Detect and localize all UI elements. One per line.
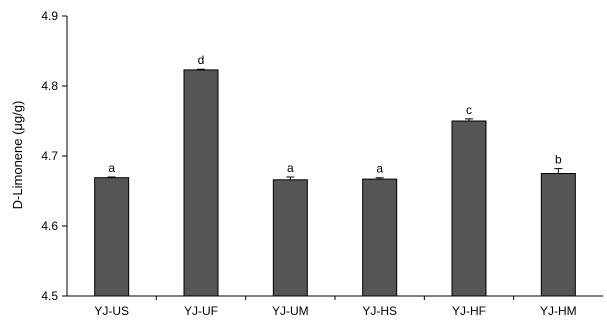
significance-label: a xyxy=(108,161,115,175)
x-tick-label: YJ-HM xyxy=(540,304,577,318)
significance-label: a xyxy=(287,161,294,175)
significance-label: a xyxy=(376,162,383,176)
y-tick-label: 4.6 xyxy=(41,219,58,233)
bar-yj-uf xyxy=(183,69,219,297)
y-tick-label: 4.8 xyxy=(41,79,58,93)
x-tick-label: YJ-US xyxy=(94,304,129,318)
bar-yj-um xyxy=(272,179,308,297)
error-bar xyxy=(197,68,205,70)
significance-label: c xyxy=(466,103,472,117)
bar-yj-hm xyxy=(540,173,576,297)
error-bar xyxy=(286,176,295,180)
x-tick-label: YJ-HS xyxy=(362,304,397,318)
y-tick-label: 4.7 xyxy=(41,149,58,163)
x-tick-label: YJ-UM xyxy=(272,304,309,318)
y-tick-label: 4.5 xyxy=(41,289,58,303)
error-bar xyxy=(375,177,384,180)
significance-label: d xyxy=(198,53,205,67)
error-bar xyxy=(465,118,473,121)
significance-label: b xyxy=(555,153,562,167)
y-tick-label: 4.9 xyxy=(41,9,58,23)
x-axis-ticks: YJ-US YJ-UF YJ-UM YJ-HS YJ-HF YJ-HM xyxy=(94,296,577,318)
x-tick-label: YJ-HF xyxy=(452,304,486,318)
error-bar xyxy=(107,176,116,178)
y-axis-ticks: 4.5 4.6 4.7 4.8 4.9 xyxy=(41,9,67,303)
bars: a d a a c b xyxy=(94,53,576,297)
y-axis-label: D-Limonene (μg/g) xyxy=(10,101,25,210)
bar-yj-hs xyxy=(362,178,398,297)
bar-yj-hf xyxy=(451,120,487,297)
x-tick-label: YJ-UF xyxy=(184,304,218,318)
bar-yj-us xyxy=(94,177,130,297)
error-bar xyxy=(554,168,563,174)
